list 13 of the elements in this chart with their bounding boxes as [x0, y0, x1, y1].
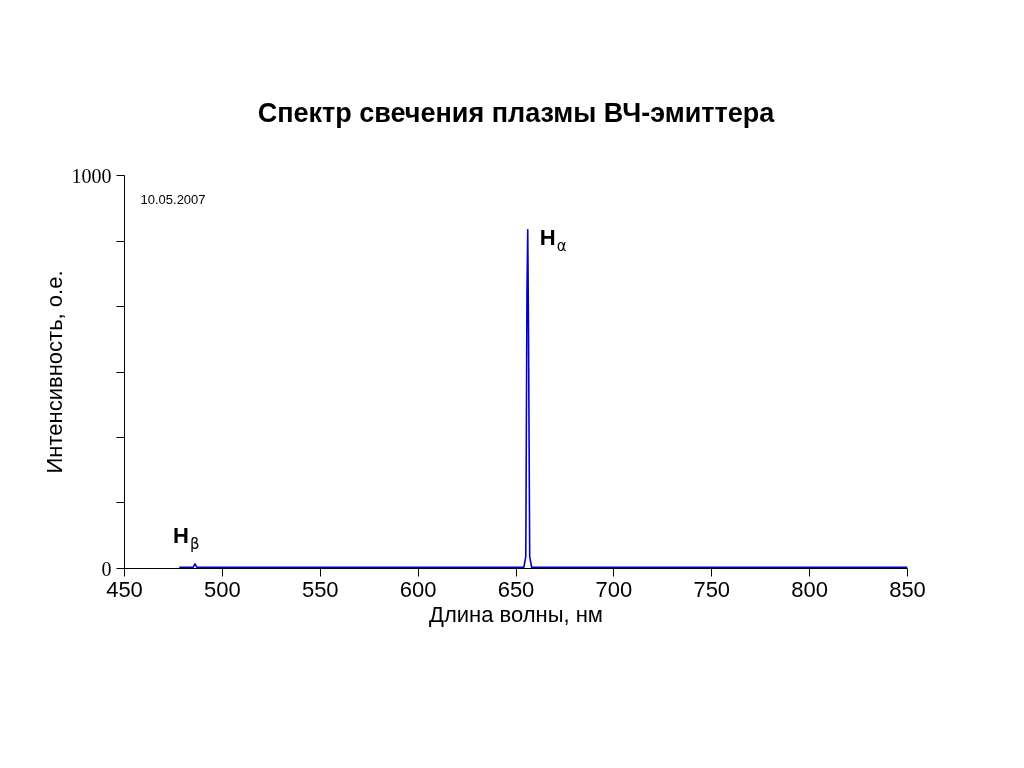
x-tick-label: 850 — [889, 576, 926, 602]
x-tick-label: 800 — [791, 576, 828, 602]
y-axis-title: Интенсивность, о.е. — [41, 270, 67, 474]
y-tick-label: 1000 — [71, 164, 112, 187]
chart-title: Спектр свечения плазмы ВЧ-эмиттера — [257, 98, 776, 128]
x-tick-label: 650 — [497, 576, 535, 602]
x-tick-label: 700 — [595, 576, 633, 602]
x-axis-title: Длина волны, нм — [428, 601, 604, 627]
annotation: 10.05.2007 — [140, 191, 206, 207]
x-tick-label: 550 — [301, 576, 339, 602]
x-tick-label: 750 — [693, 576, 731, 602]
x-tick-label: 600 — [399, 576, 437, 602]
x-tick-label: 500 — [204, 576, 241, 602]
